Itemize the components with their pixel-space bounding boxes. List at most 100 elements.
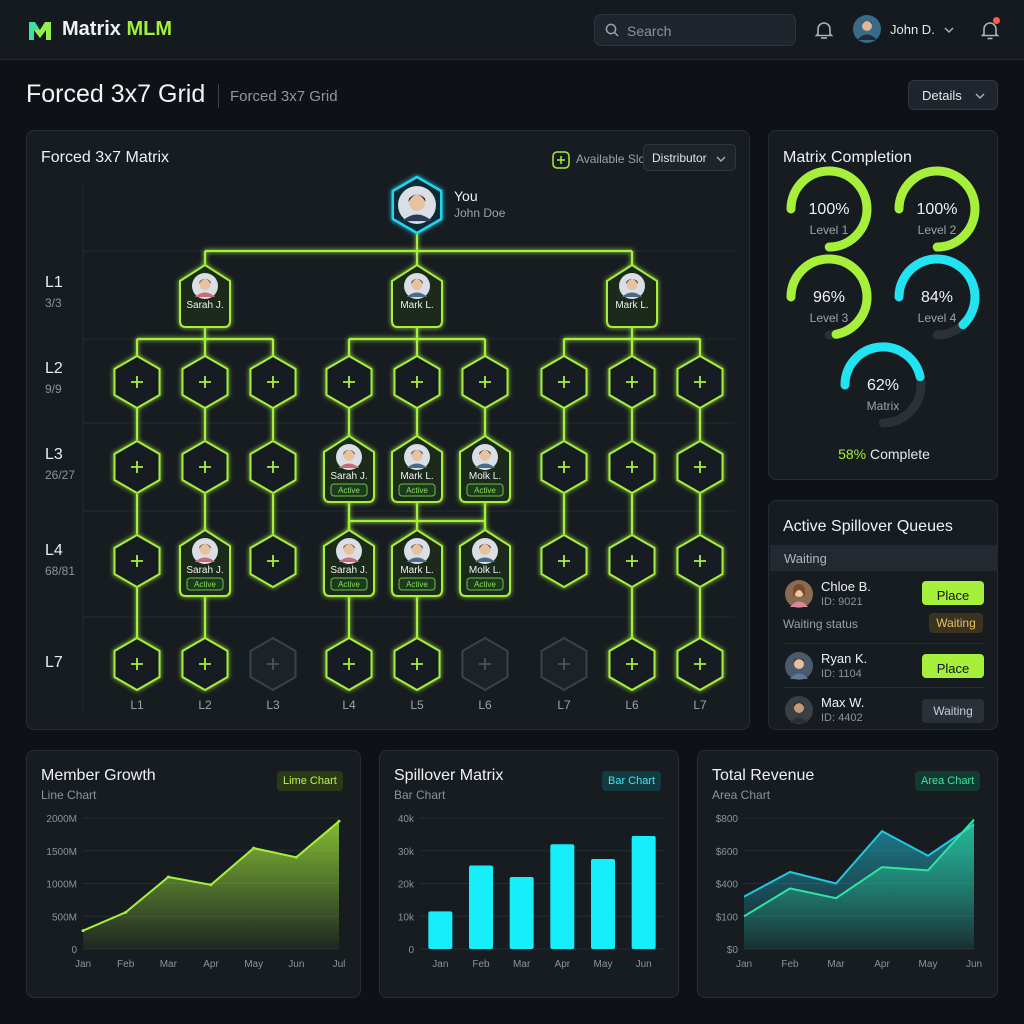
y-tick-label: 30k: [398, 847, 415, 858]
available-slot[interactable]: [325, 636, 373, 692]
completion-gauge: 96% Level 3: [786, 254, 872, 340]
gauge-label: Level 4: [918, 311, 957, 325]
active-badge-label: Active: [474, 580, 496, 589]
gauge-fill: [840, 342, 925, 390]
waiting-section-header: Waiting: [770, 545, 998, 571]
connector-lines: [135, 233, 702, 640]
available-slot[interactable]: [461, 354, 509, 410]
available-slot[interactable]: [113, 636, 161, 692]
available-slot[interactable]: [608, 439, 656, 495]
x-tick-label: Jul: [333, 959, 346, 970]
place-button[interactable]: Place: [922, 654, 984, 678]
plus-icon: [131, 555, 143, 567]
y-tick-label: 2000M: [46, 814, 77, 825]
available-slot[interactable]: [113, 533, 161, 589]
member-name: Mark L.: [400, 471, 433, 482]
available-slot[interactable]: [540, 354, 588, 410]
brand-name[interactable]: Matrix MLM: [62, 18, 173, 40]
queue-member-name: Ryan K.: [821, 651, 868, 666]
available-slot[interactable]: [181, 439, 229, 495]
member-node[interactable]: Mark L. Active: [391, 434, 443, 503]
active-badge: [398, 483, 436, 497]
active-badge-label: Active: [194, 580, 216, 589]
data-point: [209, 883, 213, 887]
total-revenue-subtitle: Area Chart: [712, 788, 771, 802]
available-slot[interactable]: [325, 354, 373, 410]
matrix-card: Forced 3x7 Matrix Available Slots Distri…: [26, 130, 750, 730]
column-label: L2: [198, 698, 212, 712]
member-node[interactable]: Sarah J. Active: [323, 434, 375, 503]
available-slot[interactable]: [676, 439, 724, 495]
bar: [428, 911, 453, 949]
completion-gauge: 84% Level 4: [894, 254, 980, 340]
available-slot[interactable]: [393, 354, 441, 410]
bell-outline-icon[interactable]: [812, 18, 836, 42]
y-tick-label: 20k: [398, 880, 415, 891]
available-slot[interactable]: [181, 636, 229, 692]
available-slot[interactable]: [540, 533, 588, 589]
available-slot[interactable]: [540, 439, 588, 495]
details-button[interactable]: Details: [908, 80, 998, 110]
matrix-complete-summary: 58% Complete: [769, 446, 999, 462]
queue-row: Chloe B. ID: 9021 Place: [769, 575, 999, 615]
member-node[interactable]: Sarah J.: [179, 263, 231, 328]
y-tick-label: $800: [716, 814, 739, 825]
member-name: Molk L.: [469, 565, 501, 576]
active-badge: [466, 483, 504, 497]
available-slot[interactable]: [181, 354, 229, 410]
chevron-down-icon[interactable]: [943, 25, 955, 35]
spillover-title: Active Spillover Queues: [783, 518, 953, 535]
plus-icon: [199, 461, 211, 473]
available-slot[interactable]: [676, 354, 724, 410]
x-tick-label: Apr: [555, 959, 571, 970]
available-slot[interactable]: [676, 533, 724, 589]
available-slot[interactable]: [113, 354, 161, 410]
active-badge-label: Active: [406, 486, 428, 495]
gauge-fill: [786, 166, 872, 252]
member-node[interactable]: Molk L. Active: [459, 434, 511, 503]
locked-slot: [249, 636, 297, 692]
available-slot[interactable]: [249, 533, 297, 589]
member-node[interactable]: Molk L. Active: [459, 528, 511, 597]
member-node[interactable]: Sarah J. Active: [179, 528, 231, 597]
data-point: [166, 875, 170, 879]
x-tick-label: Jan: [736, 959, 752, 970]
distributor-select[interactable]: Distributor: [643, 144, 736, 171]
available-slot[interactable]: [113, 439, 161, 495]
member-node[interactable]: Sarah J. Active: [323, 528, 375, 597]
plus-icon: [343, 658, 355, 670]
available-slot[interactable]: [249, 439, 297, 495]
available-slot[interactable]: [393, 636, 441, 692]
notification-bell-icon[interactable]: [978, 18, 1002, 42]
gauge-value: 62%: [867, 377, 899, 394]
waiting-badge: Waiting: [922, 699, 984, 723]
search-input[interactable]: [627, 21, 787, 41]
available-slot[interactable]: [608, 354, 656, 410]
member-node[interactable]: Mark L. Active: [391, 528, 443, 597]
complete-label: Complete: [866, 446, 930, 462]
available-slot[interactable]: [676, 636, 724, 692]
plus-icon: [479, 376, 491, 388]
notification-dot: [993, 17, 1000, 24]
available-slot[interactable]: [249, 354, 297, 410]
place-button[interactable]: Place: [922, 581, 984, 605]
plus-icon: [479, 658, 491, 670]
plus-icon: [131, 376, 143, 388]
avatar[interactable]: [853, 15, 881, 43]
root-name: You: [454, 188, 478, 204]
root-member-node[interactable]: You John Doe: [391, 175, 506, 235]
completion-gauge: 62% Matrix: [840, 342, 926, 428]
available-slot[interactable]: [608, 533, 656, 589]
chevron-down-icon: [716, 156, 726, 162]
search-box[interactable]: [594, 14, 796, 46]
member-node[interactable]: Mark L.: [606, 263, 658, 328]
available-slot[interactable]: [608, 636, 656, 692]
user-name[interactable]: John D.: [890, 22, 935, 37]
data-point: [81, 929, 85, 933]
connector-line: [562, 326, 702, 357]
matrix-tree: You John Doe Sarah J. Mark L. Mark L. Sarah J…: [82, 175, 735, 712]
member-node[interactable]: Mark L.: [391, 263, 443, 328]
gauge-label: Level 3: [810, 311, 849, 325]
title-divider: [218, 84, 219, 108]
x-tick-label: Feb: [781, 959, 799, 970]
